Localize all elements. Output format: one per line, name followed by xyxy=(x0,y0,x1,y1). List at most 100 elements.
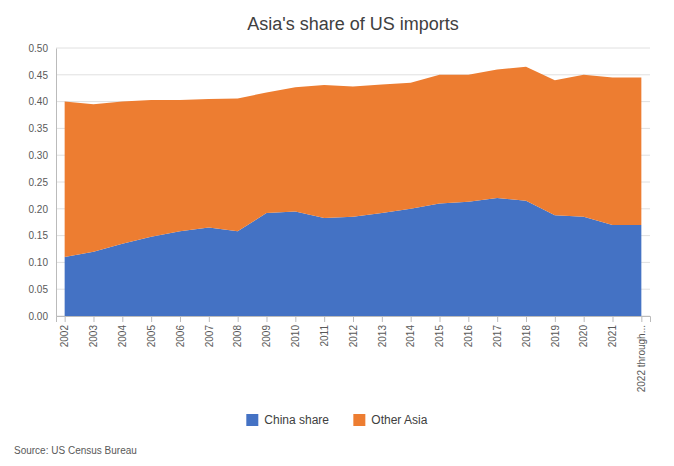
tick: 0.00 xyxy=(29,311,56,322)
tick-mark xyxy=(122,316,123,322)
tick: 2008 xyxy=(232,316,243,347)
tick: 0.30 xyxy=(29,150,56,161)
legend-item: China share xyxy=(246,413,329,427)
tick-label: 2014 xyxy=(405,325,416,348)
plot: 0.00 0.05 0.10 0.15 0.20 0.25 0.30 0.35 0.40 0.45… xyxy=(29,43,651,393)
tick-label: 2008 xyxy=(232,325,243,348)
tick-mark xyxy=(555,316,556,322)
tick-label: 2005 xyxy=(146,325,157,348)
tick-mark xyxy=(382,316,383,322)
tick: 2018 xyxy=(521,316,532,347)
tick-label: 2002 xyxy=(59,325,70,348)
tick-label: 2019 xyxy=(550,325,561,348)
tick-label: 2020 xyxy=(578,325,589,348)
tick: 2011 xyxy=(319,316,330,347)
tick: 0.35 xyxy=(29,123,56,134)
tick-mark xyxy=(93,316,94,322)
tick: 2010 xyxy=(290,316,301,347)
tick: 2017 xyxy=(492,316,503,347)
tick-label: 2013 xyxy=(377,325,388,348)
tick-mark xyxy=(324,316,325,322)
tick-label: 2021 xyxy=(607,325,618,348)
title: Asia's share of US imports xyxy=(247,14,459,34)
tick-label: 0.35 xyxy=(29,123,49,134)
tick-mark xyxy=(266,316,267,322)
y-axis: 0.00 0.05 0.10 0.15 0.20 0.25 0.30 0.35 0.40 0.45… xyxy=(29,43,57,322)
tick-mark xyxy=(411,316,412,322)
grid xyxy=(56,48,650,316)
tick: 2021 xyxy=(607,316,618,347)
tick-mark xyxy=(468,316,469,322)
tick: 2012 xyxy=(348,316,359,347)
tick: 2022 through... xyxy=(636,316,647,392)
tick-label: 2003 xyxy=(88,325,99,348)
tick: 2004 xyxy=(117,316,128,347)
tick-label: 0.30 xyxy=(29,150,49,161)
tick: 0.15 xyxy=(29,230,56,241)
tick: 2007 xyxy=(204,316,215,347)
tick-label: 2017 xyxy=(492,325,503,348)
tick: 0.10 xyxy=(29,257,56,268)
tick: 0.05 xyxy=(29,284,56,295)
tick-label: 0.20 xyxy=(29,204,49,215)
tick-label: 0.05 xyxy=(29,284,49,295)
legend: China share Other Asia xyxy=(246,413,427,427)
tick-mark xyxy=(151,316,152,322)
grid-line xyxy=(56,74,650,75)
axis-line xyxy=(56,49,57,317)
area xyxy=(65,67,642,257)
legend-swatch xyxy=(246,414,258,426)
tick: 2005 xyxy=(146,316,157,347)
tick: 0.20 xyxy=(29,204,56,215)
tick: 0.50 xyxy=(29,43,56,54)
tick-label: 2004 xyxy=(117,325,128,348)
tick-label: 2007 xyxy=(204,325,215,348)
tick-mark xyxy=(613,316,614,322)
tick: 0.25 xyxy=(29,177,56,188)
tick-label: 2012 xyxy=(348,325,359,348)
tick-label: 0.15 xyxy=(29,230,49,241)
tick: 2020 xyxy=(578,316,589,347)
tick: 0.45 xyxy=(29,70,56,81)
tick-label: 2018 xyxy=(521,325,532,348)
legend-label: China share xyxy=(264,413,329,427)
legend-item: Other Asia xyxy=(353,413,427,427)
tick-mark xyxy=(497,316,498,322)
tick: 0.40 xyxy=(29,96,56,107)
tick-mark xyxy=(584,316,585,322)
tick-mark xyxy=(209,316,210,322)
tick: 2019 xyxy=(550,316,561,347)
axis-line xyxy=(57,317,651,323)
tick-mark xyxy=(641,316,642,322)
tick: 2013 xyxy=(377,316,388,347)
annotation: Source: US Census Bureau xyxy=(14,445,137,456)
tick-label: 2011 xyxy=(319,325,330,347)
chart: 0.00 0.05 0.10 0.15 0.20 0.25 0.30 0.35 0.40 0.45… xyxy=(0,0,674,466)
tick-label: 2010 xyxy=(290,325,301,348)
tick-label: 2016 xyxy=(463,325,474,348)
tick: 2003 xyxy=(88,316,99,347)
tick-mark xyxy=(353,316,354,322)
x-axis: 2002 2003 2004 2005 2006 2007 2008 2009 2010 2011… xyxy=(57,316,651,392)
tick: 2014 xyxy=(405,316,416,347)
tick-mark xyxy=(440,316,441,322)
tick-label: 0.25 xyxy=(29,177,49,188)
tick-mark xyxy=(65,316,66,322)
legend-swatch xyxy=(353,414,365,426)
tick-label: 2015 xyxy=(434,325,445,348)
tick-mark xyxy=(526,316,527,322)
tick-label: 0.40 xyxy=(29,96,49,107)
tick: 2016 xyxy=(463,316,474,347)
tick: 2006 xyxy=(175,316,186,347)
tick-label: 0.50 xyxy=(29,43,49,54)
tick: 2002 xyxy=(59,316,70,347)
tick-label: 0.10 xyxy=(29,257,49,268)
tick-label: 2006 xyxy=(175,325,186,348)
areas xyxy=(65,67,642,316)
legend-label: Other Asia xyxy=(371,413,427,427)
tick-label: 2022 through... xyxy=(636,325,647,392)
tick: 2015 xyxy=(434,316,445,347)
tick: 2009 xyxy=(261,316,272,347)
tick-mark xyxy=(180,316,181,322)
tick-mark xyxy=(295,316,296,322)
